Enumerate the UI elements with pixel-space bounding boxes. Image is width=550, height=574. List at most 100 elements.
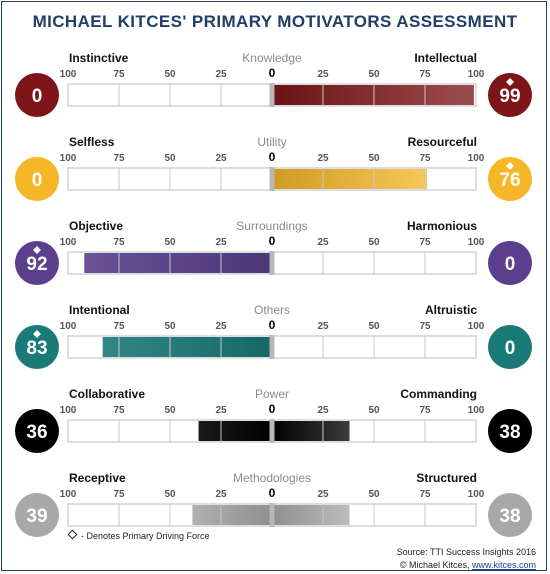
right-score-surroundings: 0 xyxy=(505,254,516,275)
tick-label-others-5: 25 xyxy=(317,321,329,332)
footnote: - Denotes Primary Driving Force xyxy=(67,529,210,541)
center-divider-knowledge xyxy=(269,83,275,107)
left-score-utility: 0 xyxy=(32,170,43,191)
right-score-power: 38 xyxy=(499,422,520,443)
right-score-circle-knowledge xyxy=(488,73,532,117)
primary-diamond-icon-surroundings xyxy=(33,246,41,254)
tick-label-power-2: 50 xyxy=(164,405,176,416)
tick-label-surroundings-5: 25 xyxy=(317,237,329,248)
tick-label-surroundings-0: 100 xyxy=(60,237,77,248)
footnote-text: - Denotes Primary Driving Force xyxy=(81,531,210,541)
tick-label-methodologies-5: 25 xyxy=(317,489,329,500)
tick-label-surroundings-8: 100 xyxy=(468,237,485,248)
tick-label-utility-8: 100 xyxy=(468,153,485,164)
left-label-surroundings: Objective xyxy=(69,219,123,233)
left-score-circle-surroundings xyxy=(15,241,59,285)
tick-label-utility-3: 25 xyxy=(215,153,227,164)
tick-label-utility-0: 100 xyxy=(60,153,77,164)
bar-left-surroundings xyxy=(84,253,272,273)
tick-label-methodologies-4: 0 xyxy=(269,486,276,500)
right-score-knowledge: 99 xyxy=(499,86,520,107)
tick-label-power-3: 25 xyxy=(215,405,227,416)
tick-label-power-8: 100 xyxy=(468,405,485,416)
tick-label-surroundings-2: 50 xyxy=(164,237,176,248)
left-label-knowledge: Instinctive xyxy=(69,51,129,65)
tick-label-methodologies-6: 50 xyxy=(368,489,380,500)
center-divider-others xyxy=(269,335,275,359)
left-score-circle-methodologies xyxy=(15,493,59,537)
right-label-methodologies: Structured xyxy=(416,471,477,485)
left-score-others: 83 xyxy=(26,338,47,359)
tick-label-power-0: 100 xyxy=(60,405,77,416)
tick-label-power-4: 0 xyxy=(269,402,276,416)
primary-diamond-icon-knowledge xyxy=(506,78,514,86)
primary-diamond-icon-others xyxy=(33,330,41,338)
tick-label-others-6: 50 xyxy=(368,321,380,332)
left-score-knowledge: 0 xyxy=(32,86,43,107)
source-line: Source: TTI Success Insights 2016 xyxy=(396,547,536,557)
tick-label-others-0: 100 xyxy=(60,321,77,332)
bar-left-methodologies xyxy=(192,505,272,525)
tick-label-methodologies-3: 25 xyxy=(215,489,227,500)
right-score-others: 0 xyxy=(505,338,516,359)
category-label-methodologies: Methodologies xyxy=(233,471,311,485)
bar-right-methodologies xyxy=(272,505,350,525)
tick-label-knowledge-8: 100 xyxy=(468,69,485,80)
tick-label-utility-6: 50 xyxy=(368,153,380,164)
left-score-circle-knowledge xyxy=(15,73,59,117)
right-score-circle-others xyxy=(488,325,532,369)
tick-label-others-2: 50 xyxy=(164,321,176,332)
tick-label-methodologies-7: 75 xyxy=(419,489,431,500)
tick-label-others-3: 25 xyxy=(215,321,227,332)
bar-right-utility xyxy=(272,169,428,189)
tick-label-utility-4: 0 xyxy=(269,150,276,164)
bar-left-others xyxy=(102,337,273,357)
tick-label-surroundings-3: 25 xyxy=(215,237,227,248)
tick-label-utility-1: 75 xyxy=(113,153,125,164)
left-score-circle-utility xyxy=(15,157,59,201)
tick-label-others-4: 0 xyxy=(269,318,276,332)
bar-right-knowledge xyxy=(272,85,474,105)
left-score-circle-others xyxy=(15,325,59,369)
tick-label-surroundings-6: 50 xyxy=(368,237,380,248)
category-label-surroundings: Surroundings xyxy=(236,219,307,233)
tick-label-methodologies-1: 75 xyxy=(113,489,125,500)
primary-diamond-icon-utility xyxy=(506,162,514,170)
tick-label-knowledge-5: 25 xyxy=(317,69,329,80)
right-score-circle-utility xyxy=(488,157,532,201)
right-score-utility: 76 xyxy=(499,170,520,191)
source-credit: Source: TTI Success Insights 2016 © Mich… xyxy=(396,546,536,570)
center-divider-methodologies xyxy=(269,503,275,527)
tick-label-methodologies-0: 100 xyxy=(60,489,77,500)
bar-left-power xyxy=(198,421,272,441)
category-label-others: Others xyxy=(254,303,290,317)
left-label-utility: Selfless xyxy=(69,135,115,149)
right-label-power: Commanding xyxy=(400,387,477,401)
tick-label-utility-5: 25 xyxy=(317,153,329,164)
copyright-text: © Michael Kitces, xyxy=(399,560,472,570)
category-label-knowledge: Knowledge xyxy=(242,51,302,65)
right-label-utility: Resourceful xyxy=(408,135,477,149)
bar-right-power xyxy=(272,421,350,441)
kitces-link[interactable]: www.kitces.com xyxy=(471,560,536,570)
tick-label-surroundings-7: 75 xyxy=(419,237,431,248)
left-label-power: Collaborative xyxy=(69,387,145,401)
tick-label-knowledge-0: 100 xyxy=(60,69,77,80)
tick-label-others-8: 100 xyxy=(468,321,485,332)
center-divider-utility xyxy=(269,167,275,191)
left-score-surroundings: 92 xyxy=(26,254,47,275)
category-label-power: Power xyxy=(255,387,289,401)
category-label-utility: Utility xyxy=(257,135,286,149)
left-label-others: Intentional xyxy=(69,303,130,317)
tick-label-knowledge-4: 0 xyxy=(269,66,276,80)
tick-label-utility-2: 50 xyxy=(164,153,176,164)
tick-label-surroundings-4: 0 xyxy=(269,234,276,248)
left-score-power: 36 xyxy=(26,422,47,443)
right-label-knowledge: Intellectual xyxy=(414,51,477,65)
tick-label-power-7: 75 xyxy=(419,405,431,416)
tick-label-methodologies-8: 100 xyxy=(468,489,485,500)
right-score-circle-power xyxy=(488,409,532,453)
copyright-line: © Michael Kitces, www.kitces.com xyxy=(397,559,536,570)
right-score-methodologies: 38 xyxy=(499,506,520,527)
